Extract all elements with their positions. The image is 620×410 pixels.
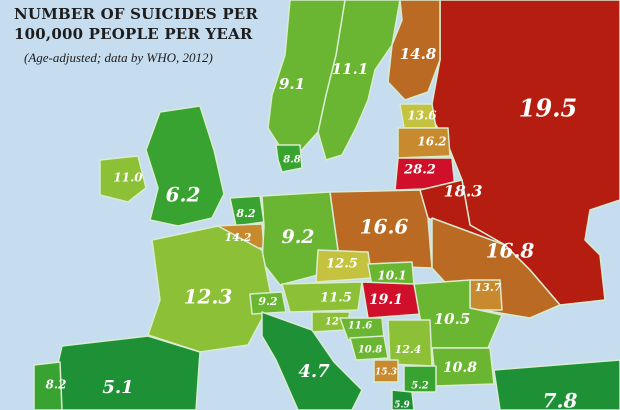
country-value-labels: 19.5 14.8 11.1 9.1 13.6 16.2 28.2 18.3 8.8 6.2 11.…	[46, 45, 578, 410]
value-label-denmark: 8.8	[283, 155, 300, 166]
map-title-line-2: 100,000 PEOPLE PER YEAR	[14, 25, 253, 43]
value-label-ireland: 11.0	[113, 171, 143, 185]
country-turkey	[493, 359, 620, 410]
country-shapes	[33, 0, 620, 410]
value-label-czech-republic: 12.5	[326, 257, 358, 272]
country-macedonia	[403, 365, 437, 393]
value-label-france: 12.3	[184, 285, 233, 309]
value-label-ukraine: 16.8	[486, 239, 535, 263]
country-montenegro	[373, 359, 399, 383]
value-label-austria: 11.5	[320, 291, 352, 306]
value-label-hungary: 19.1	[369, 292, 403, 308]
value-label-norway: 9.1	[279, 75, 305, 93]
value-label-switzerland: 9.2	[258, 295, 277, 308]
value-label-belarus: 18.3	[444, 182, 483, 201]
value-label-lithuania: 28.2	[403, 163, 436, 178]
value-label-spain: 5.1	[102, 377, 133, 398]
value-label-germany: 9.2	[281, 226, 314, 248]
map-title-block: NUMBER OF SUICIDES PER 100,000 PEOPLE PE…	[14, 4, 264, 66]
map-title-line-1: NUMBER OF SUICIDES PER	[14, 5, 259, 23]
value-label-united-kingdom: 6.2	[166, 183, 201, 207]
country-switzerland	[249, 291, 287, 315]
value-label-slovenia: 12	[325, 317, 339, 328]
country-ireland	[99, 155, 147, 203]
value-label-macedonia: 5.2	[411, 381, 428, 392]
country-united-kingdom	[145, 105, 225, 227]
value-label-latvia: 16.2	[417, 135, 446, 149]
country-bosnia	[349, 335, 389, 361]
value-label-romania: 10.5	[434, 310, 471, 328]
map-subtitle: (Age-adjusted; data by WHO, 2012)	[24, 50, 213, 65]
value-label-russia: 19.5	[519, 94, 577, 123]
country-albania	[391, 389, 415, 410]
value-label-netherlands: 8.2	[236, 207, 255, 220]
value-label-sweden: 11.1	[332, 60, 369, 78]
country-france	[147, 225, 273, 353]
value-label-serbia: 12.4	[395, 343, 422, 356]
value-label-belgium: 14.2	[225, 231, 252, 244]
value-label-slovakia: 10.1	[377, 269, 406, 283]
value-label-poland: 16.6	[360, 215, 409, 239]
value-label-turkey: 7.8	[543, 389, 578, 410]
value-label-bosnia: 10.8	[358, 345, 382, 356]
country-denmark	[275, 144, 303, 173]
country-austria	[281, 281, 363, 313]
country-italy	[261, 311, 363, 410]
value-label-bulgaria: 10.8	[443, 360, 477, 376]
value-label-estonia: 13.6	[407, 109, 437, 123]
value-label-croatia: 11.6	[348, 321, 372, 332]
country-latvia	[397, 127, 451, 159]
value-label-portugal: 8.2	[46, 378, 67, 392]
value-label-moldova: 13.7	[475, 281, 502, 294]
value-label-italy: 4.7	[298, 361, 330, 382]
country-finland	[387, 0, 441, 101]
value-label-montenegro: 15.3	[375, 368, 397, 378]
country-portugal	[33, 361, 63, 410]
country-spain	[55, 335, 201, 410]
value-label-albania: 5.9	[394, 401, 410, 410]
value-label-finland: 14.8	[400, 45, 437, 63]
